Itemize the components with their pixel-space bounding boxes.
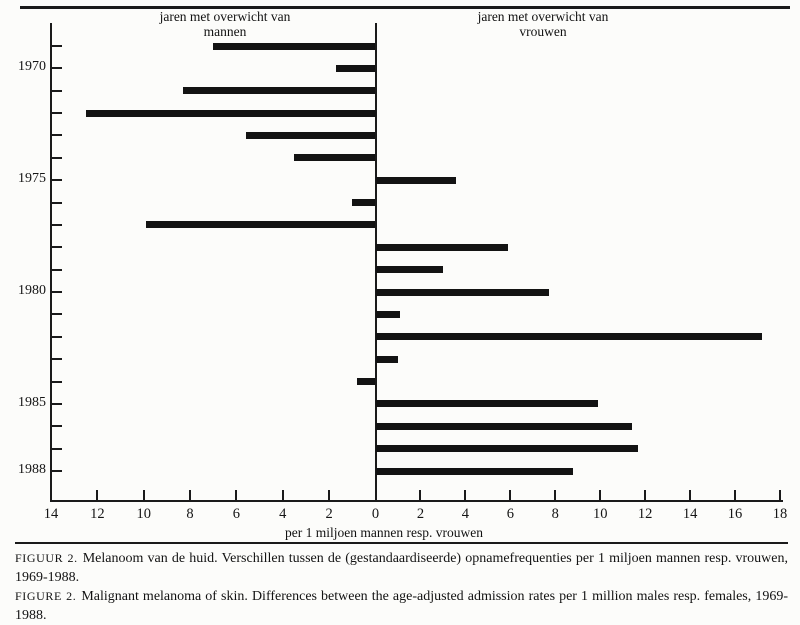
x-tick-label-8: 8 [551, 506, 559, 522]
bar-1988 [375, 467, 574, 475]
x-tick-label--2: 2 [325, 506, 333, 522]
bar-1980 [375, 288, 549, 296]
bar-1977 [146, 221, 376, 229]
bar-1979 [375, 266, 443, 274]
bar-1987 [375, 445, 639, 453]
bar-1970 [336, 64, 376, 72]
y-axis-tick-1985 [51, 402, 62, 405]
x-axis-tick-16 [734, 490, 737, 501]
bar-1971 [183, 87, 376, 95]
y-axis-tick-1980 [51, 291, 62, 294]
x-tick-label-10: 10 [592, 506, 608, 522]
right-header-line1: jaren met overwicht van [477, 9, 609, 24]
bar-1975 [375, 176, 457, 184]
bar-1986 [375, 422, 632, 430]
x-tick-label--12: 12 [90, 506, 105, 522]
x-tick-label-14: 14 [682, 506, 698, 522]
bar-1984 [356, 378, 376, 386]
zero-axis-line [374, 23, 377, 502]
y-axis-label-1988: 1988 [18, 462, 46, 478]
y-axis-tick-1976 [51, 201, 62, 204]
bar-1972 [85, 109, 376, 117]
caption-dutch: FIGUUR 2. Melanoom van de huid. Verschill… [15, 549, 788, 587]
y-axis-tick-1978 [51, 246, 62, 249]
x-axis-tick--4 [281, 490, 284, 501]
bar-1978 [375, 243, 509, 251]
figure-caption: FIGUUR 2. Melanoom van de huid. Verschill… [15, 549, 788, 625]
caption-dutch-text: Melanoom van de huid. Verschillen tussen… [15, 551, 788, 585]
x-axis-line [50, 500, 783, 502]
x-axis-tick--2 [328, 490, 331, 501]
y-axis-line [50, 23, 52, 502]
bar-1983 [375, 355, 398, 363]
x-axis-tick--6 [235, 490, 238, 501]
y-axis-label-1970: 1970 [18, 59, 46, 75]
y-axis-tick-1969 [51, 45, 62, 47]
bar-1982 [375, 333, 762, 341]
caption-rule [15, 542, 788, 544]
caption-dutch-label: FIGUUR 2. [15, 551, 78, 565]
x-axis-tick-10 [599, 490, 602, 501]
x-axis-title: per 1 miljoen mannen resp. vrouwen [285, 525, 483, 540]
x-tick-label--6: 6 [232, 506, 241, 522]
x-axis-tick-8 [554, 490, 557, 501]
left-header-line2: mannen [203, 24, 247, 39]
y-axis-label-1980: 1980 [18, 283, 46, 299]
x-tick-label-4: 4 [461, 506, 469, 522]
y-axis-tick-1982 [51, 335, 62, 338]
x-tick-label--10: 10 [136, 506, 151, 522]
x-tick-label--8: 8 [186, 506, 194, 522]
x-axis-tick--8 [189, 490, 192, 501]
right-column-header: jaren met overwicht van vrouwen [433, 9, 653, 39]
bar-1969 [213, 42, 376, 50]
x-axis-tick--12 [96, 490, 99, 501]
x-tick-label-0: 0 [371, 506, 380, 522]
bar-1973 [245, 131, 376, 139]
caption-english: FIGURE 2. Malignant melanoma of skin. Dif… [15, 587, 788, 625]
y-axis-tick-1986 [51, 425, 62, 428]
y-axis-tick-1970 [51, 67, 62, 70]
x-axis-tick-18 [778, 490, 781, 501]
x-axis-tick-12 [644, 490, 647, 501]
right-header-line2: vrouwen [519, 24, 567, 39]
x-tick-label-2: 2 [416, 506, 425, 522]
y-axis-label-1975: 1975 [18, 171, 46, 187]
x-tick-label--14: 14 [43, 506, 59, 522]
top-rule [20, 6, 790, 9]
left-header-line1: jaren met overwicht van [159, 9, 291, 24]
plot-area: 1970 1975 1980 1985 1988 14 12 10 8 6 4 2 0 2 4 6 8 10 12 1… [18, 23, 788, 522]
y-axis-tick-1981 [51, 313, 62, 316]
y-axis-tick-1977 [51, 223, 62, 226]
bar-1985 [375, 400, 598, 408]
x-tick-label-12: 12 [637, 506, 653, 522]
y-axis-tick-1973 [51, 134, 62, 137]
y-axis-tick-1987 [51, 447, 62, 450]
x-axis-tick--10 [142, 490, 145, 501]
y-axis-tick-1972 [51, 112, 62, 115]
y-axis-tick-1984 [51, 380, 62, 383]
y-axis-tick-1975 [51, 179, 62, 182]
y-axis-tick-1971 [51, 89, 62, 92]
x-tick-label-18: 18 [772, 506, 788, 522]
x-tick-label-6: 6 [506, 506, 514, 522]
bar-1976 [352, 199, 376, 207]
x-axis-tick-2 [419, 490, 422, 501]
bar-1974 [294, 154, 376, 162]
left-column-header: jaren met overwicht van mannen [115, 9, 335, 39]
x-axis-tick-4 [464, 490, 467, 501]
x-axis-tick-6 [509, 490, 512, 501]
bar-1981 [375, 310, 401, 318]
y-axis-tick-1979 [51, 268, 62, 271]
caption-english-label: FIGURE 2. [15, 589, 77, 603]
x-tick-label-16: 16 [727, 506, 743, 522]
y-axis-label-1985: 1985 [18, 394, 46, 410]
x-axis-tick-14 [689, 490, 692, 501]
x-tick-label--4: 4 [279, 506, 287, 522]
y-axis-tick-1983 [51, 358, 62, 361]
y-axis-tick-1988 [51, 470, 62, 473]
caption-english-text: Malignant melanoma of skin. Differences … [15, 589, 788, 623]
y-axis-tick-1974 [51, 156, 62, 159]
